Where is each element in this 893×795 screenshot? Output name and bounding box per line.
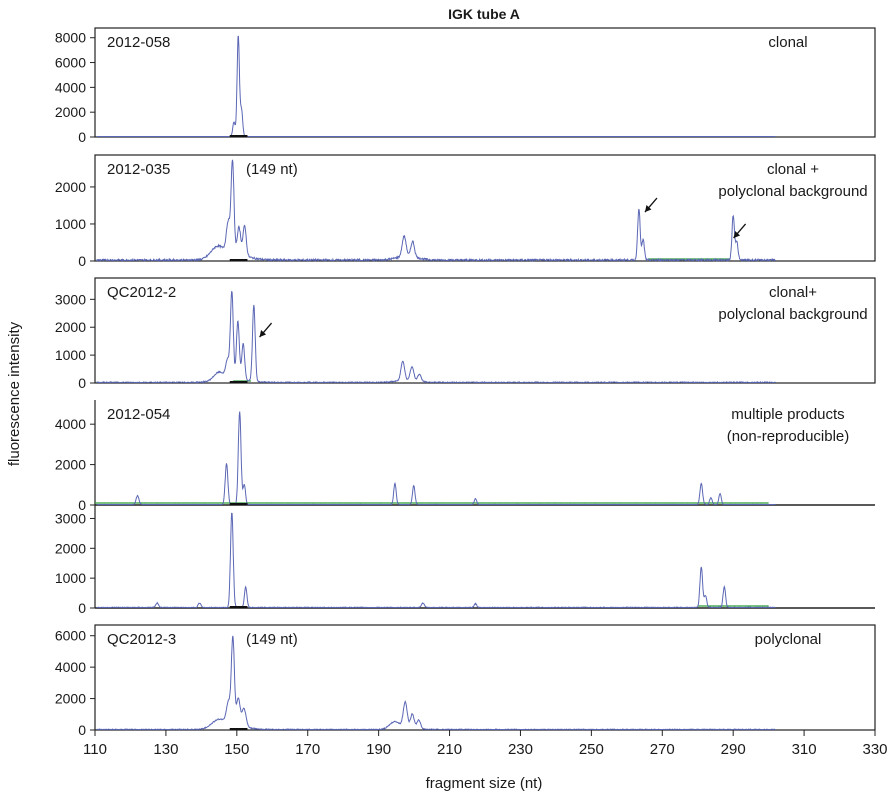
y-tick-label: 0 <box>78 600 86 616</box>
panels-group: 0 2000 4000 6000 8000 2012-058 clonal 0 1000 2000… <box>55 27 876 738</box>
y-tick-label: 3000 <box>55 510 86 526</box>
x-tick-label: 170 <box>295 741 320 758</box>
annotation-text: clonal + <box>767 161 819 178</box>
x-tick-label: 290 <box>721 741 746 758</box>
x-axis: 110 130 150 170 190 210 230 250 270 290 310 330 <box>83 730 888 758</box>
signal-trace <box>96 290 776 384</box>
chart-title: IGK tube A <box>448 6 520 22</box>
arrow-head <box>733 230 741 238</box>
y-tick-label: 3000 <box>55 291 86 307</box>
y-tick-label: 0 <box>78 722 86 738</box>
x-tick-label: 150 <box>224 741 249 758</box>
signal-trace <box>96 159 776 263</box>
panel-1: 0 2000 4000 6000 8000 2012-058 clonal <box>55 27 876 145</box>
x-tick-label: 250 <box>579 741 604 758</box>
x-tick-label: 230 <box>508 741 533 758</box>
x-tick-label: 330 <box>862 741 887 758</box>
y-tick-label: 2000 <box>55 457 86 473</box>
signal-trace <box>96 512 776 609</box>
x-tick-label: 190 <box>366 741 391 758</box>
y-tick-label: 4000 <box>55 416 86 432</box>
x-tick-label: 270 <box>650 741 675 758</box>
sample-label: 2012-035 <box>107 161 170 178</box>
y-tick-label: 2000 <box>55 691 86 707</box>
size-label: (149 nt) <box>246 161 298 178</box>
panel-frame <box>94 624 876 731</box>
signal-trace <box>96 635 776 731</box>
x-tick-label: 210 <box>437 741 462 758</box>
arrow-head <box>259 330 267 338</box>
panel-frame <box>94 154 876 262</box>
y-tick-label: 4000 <box>55 79 86 95</box>
y-tick-label: 2000 <box>55 179 86 195</box>
x-tick-label: 310 <box>792 741 817 758</box>
y-axis-label: fluorescence intensity <box>6 321 23 466</box>
y-tick-label: 0 <box>78 375 86 391</box>
panel-4: 0 2000 4000 2012-054 multiple products (non-r… <box>55 400 875 513</box>
panel-frame <box>94 277 876 384</box>
y-tick-label: 2000 <box>55 319 86 335</box>
annotation-text: polyclonal <box>755 631 822 648</box>
x-tick-label: 130 <box>153 741 178 758</box>
annotation-text: multiple products <box>731 406 844 423</box>
y-tick-label: 1000 <box>55 347 86 363</box>
y-tick-label: 6000 <box>55 628 86 644</box>
x-axis-label: fragment size (nt) <box>426 775 543 792</box>
annotation-text: clonal <box>768 34 807 51</box>
sample-label: QC2012-2 <box>107 284 176 301</box>
panel-2: 0 1000 2000 2012-035 (149 nt) clonal + polyclo… <box>55 154 876 269</box>
panel-frame <box>94 27 876 138</box>
sample-label: 2012-058 <box>107 34 170 51</box>
y-tick-label: 1000 <box>55 216 86 232</box>
annotation-text: (non-reproducible) <box>727 428 850 445</box>
sample-label: 2012-054 <box>107 406 170 423</box>
panel-5: 0 1000 2000 3000 <box>55 505 875 616</box>
y-tick-label: 2000 <box>55 104 86 120</box>
signal-trace <box>96 35 776 137</box>
y-tick-label: 0 <box>78 129 86 145</box>
y-tick-label: 0 <box>78 497 86 513</box>
annotation-text: clonal+ <box>769 284 817 301</box>
x-tick-label: 110 <box>83 741 107 758</box>
y-tick-label: 8000 <box>55 30 86 46</box>
size-label: (149 nt) <box>246 631 298 648</box>
arrow-head <box>644 205 652 213</box>
y-tick-label: 6000 <box>55 55 86 71</box>
y-tick-label: 2000 <box>55 540 86 556</box>
annotation-text: polyclonal background <box>718 306 867 323</box>
signal-trace <box>96 411 776 506</box>
y-tick-label: 0 <box>78 253 86 269</box>
annotation-text: polyclonal background <box>718 183 867 200</box>
panel-3: 0 1000 2000 3000 QC2012-2 clonal+ polyclonal b… <box>55 277 876 391</box>
sample-label: QC2012-3 <box>107 631 176 648</box>
y-tick-label: 4000 <box>55 659 86 675</box>
y-tick-label: 1000 <box>55 570 86 586</box>
panel-6: 0 2000 4000 6000 QC2012-3 (149 nt) polyclonal <box>55 624 876 738</box>
